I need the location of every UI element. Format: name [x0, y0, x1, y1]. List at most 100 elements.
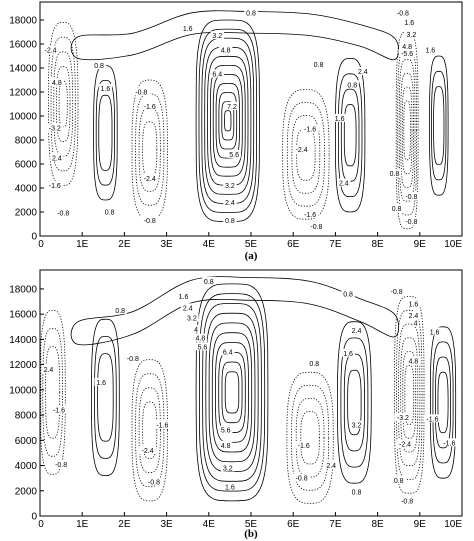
contour-line	[286, 102, 325, 207]
x-tick-label: 3E	[160, 519, 173, 530]
contour-label-bg	[221, 347, 235, 356]
contour-label-bg	[392, 476, 406, 485]
contour-label: 3.2	[210, 31, 224, 40]
contour-label-text: 0.8	[309, 361, 319, 368]
x-tick-label: 6E	[287, 519, 300, 530]
contour-label: -0.8	[402, 191, 420, 201]
contour-label-bg	[218, 440, 233, 449]
contour-label-text: 6.4	[212, 72, 222, 79]
contour-label-bg	[341, 289, 355, 298]
contour-label-bg	[145, 477, 163, 486]
contour-label-bg	[218, 425, 233, 434]
contour-line	[432, 341, 454, 464]
contour-label: 2.4	[406, 310, 421, 320]
x-tick-label: 7E	[329, 239, 342, 250]
contour-label-text: -1.6	[443, 440, 455, 447]
contour-label-text: 1.6	[335, 116, 345, 123]
contour-label-bg	[218, 45, 233, 54]
contour-label: -2.4	[139, 445, 157, 455]
contour-label-bg	[52, 459, 70, 468]
contour-label: 2.4	[337, 178, 351, 188]
contour-label: -1.6	[153, 420, 171, 430]
contour-label-text: -0.8	[391, 289, 403, 296]
contour-label-text: -0.8	[57, 211, 69, 218]
contour-line	[135, 93, 165, 206]
contour-line	[212, 73, 243, 168]
contour-label: -2.4	[41, 45, 60, 55]
contour-label: 3.2	[349, 420, 364, 430]
contour-line	[205, 312, 259, 473]
x-tick-label: 10E	[444, 239, 462, 250]
contour-label-bg	[324, 461, 338, 470]
y-tick-label: 16000	[9, 310, 37, 321]
contour-label-bg	[46, 181, 64, 190]
x-tick-label: 4E	[203, 519, 216, 530]
contour-label-bg	[210, 69, 224, 78]
contour-label-bg	[223, 482, 237, 491]
x-tick-label: 5E	[245, 519, 258, 530]
contour-label: -1.6	[423, 414, 442, 423]
y-tick-label: 6000	[15, 160, 38, 171]
contour-label-bg	[202, 276, 216, 285]
contour-line	[91, 318, 120, 477]
contour-label: 5.6	[218, 425, 233, 435]
contour-label: 4.8	[400, 41, 414, 51]
x-tick-label: 2E	[118, 519, 131, 530]
contour-label-bg	[132, 87, 150, 96]
y-tick-label: 18000	[9, 16, 37, 27]
contour-label-text: 1.6	[404, 20, 414, 27]
y-tick-label: 0	[31, 512, 37, 523]
contour-label: 1.6	[332, 113, 347, 123]
contour-label-bg	[54, 208, 72, 217]
contour-label-text: 1.6	[430, 329, 440, 336]
contour-label-text: -0.8	[405, 194, 417, 201]
contour-label: 4.8	[218, 440, 233, 450]
contour-line	[218, 351, 246, 433]
contour-line	[93, 65, 118, 201]
contour-label: 0.8	[244, 8, 258, 17]
contour-line	[224, 110, 232, 132]
contour-label: 3.2	[185, 313, 199, 322]
contour-label-bg	[412, 318, 419, 327]
contour-label-text: 2.4	[339, 181, 349, 188]
contour-label-text: 5.6	[198, 344, 208, 351]
contour-line	[295, 397, 325, 478]
contour-label: 1.6	[223, 482, 237, 491]
contour-label-text: 3.2	[225, 183, 235, 190]
contour-line	[296, 128, 316, 181]
contour-label: 4	[412, 318, 419, 327]
contour-label: 0.8	[307, 358, 321, 368]
contour-line	[286, 371, 334, 504]
contour-line	[58, 80, 68, 128]
contour-label-text: 2.4	[358, 69, 368, 76]
y-tick-label: 4000	[15, 461, 38, 472]
contour-line	[335, 57, 366, 213]
contour-label-text: 2.4	[409, 313, 419, 320]
contour-label-text: 4	[194, 327, 198, 334]
contour-label-bg	[356, 67, 370, 76]
contour-label: 2.4	[324, 461, 338, 470]
contour-label-text: 0.8	[314, 62, 324, 69]
contour-label-text: 0.8	[105, 210, 115, 217]
contour-line	[50, 36, 76, 172]
contour-line	[400, 337, 419, 453]
contour-line	[138, 387, 161, 474]
contour-line	[221, 361, 243, 424]
panel-label: (a)	[245, 250, 258, 262]
contour-line	[437, 371, 449, 434]
contour-label-bg	[139, 445, 157, 454]
contour-line	[347, 369, 362, 436]
contour-label-text: -0.8	[127, 356, 139, 363]
contour-label: -2.4	[141, 173, 159, 183]
x-tick-label: 7E	[329, 519, 342, 530]
contour-label-text: -2.4	[142, 448, 154, 455]
contour-label: 0.8	[387, 169, 402, 178]
contour-label: -1.6	[50, 405, 68, 415]
contour-label: 7.2	[225, 101, 239, 111]
contour-label-bg	[293, 145, 311, 154]
contour-label-bg	[92, 61, 106, 70]
contour-label: -3.2	[394, 413, 412, 422]
contour-line	[202, 302, 262, 482]
contour-line	[195, 283, 269, 502]
contour-label-text: 3.2	[212, 33, 222, 40]
